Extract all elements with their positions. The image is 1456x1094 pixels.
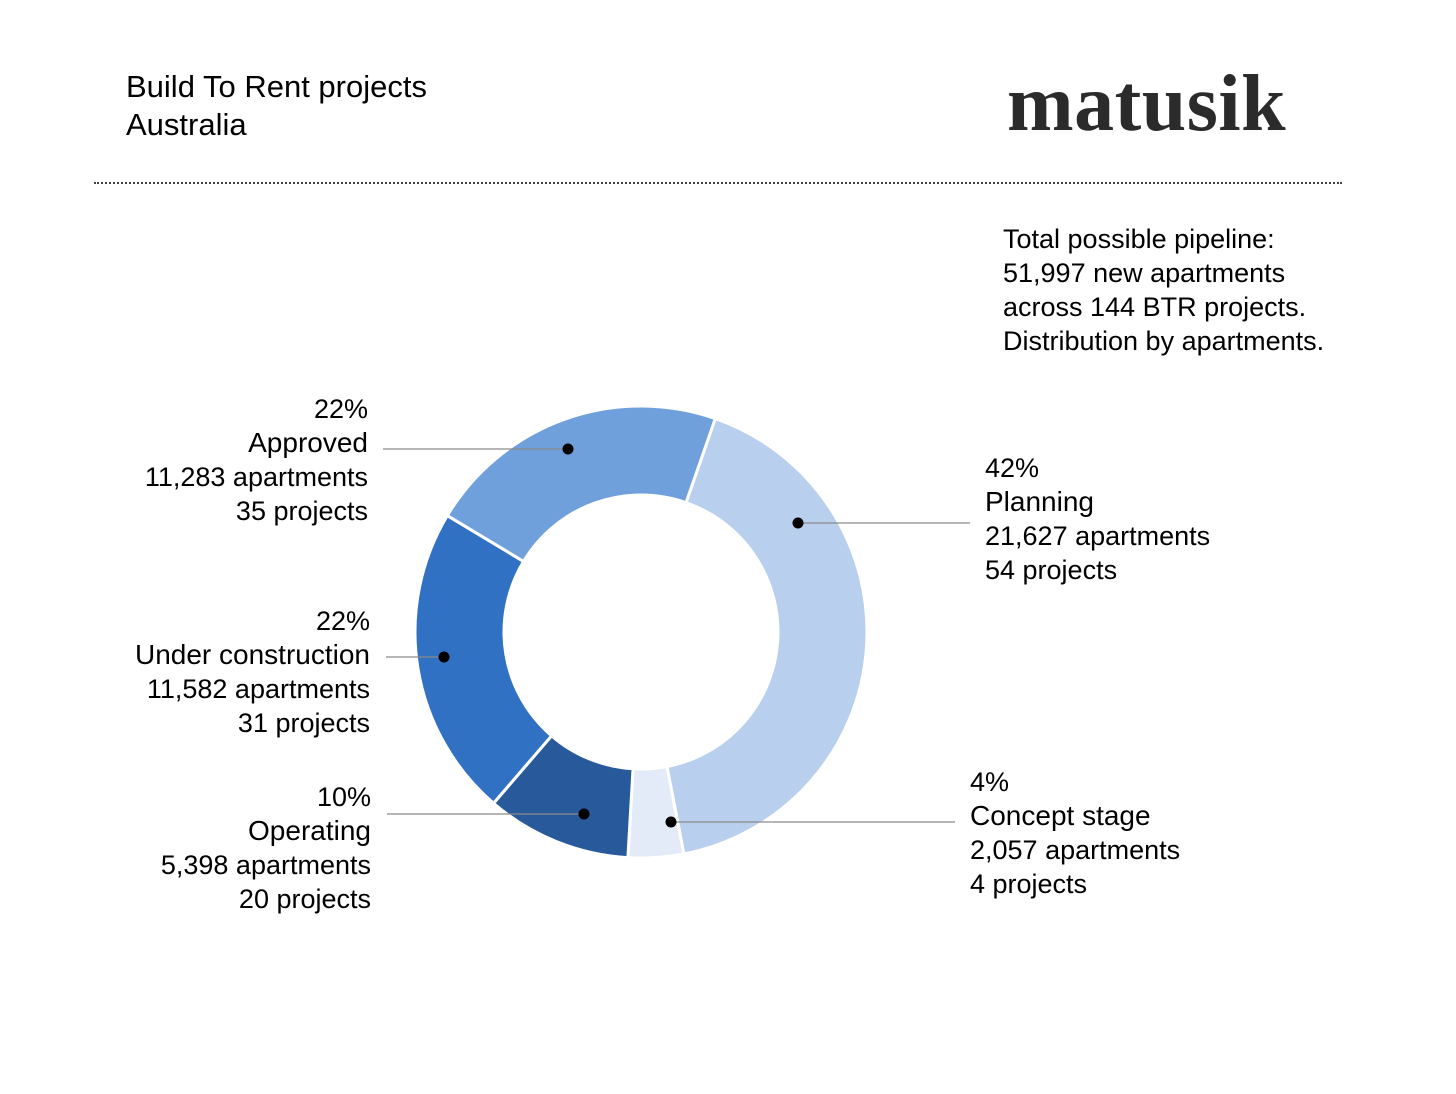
category-label: Under construction bbox=[134, 639, 370, 670]
leader-dot-approved bbox=[562, 443, 574, 455]
pipeline-note: Total possible pipeline: 51,997 new apar… bbox=[1003, 222, 1324, 358]
apartments-label: 11,582 apartments bbox=[146, 674, 370, 704]
leader-dot-planning bbox=[792, 517, 804, 529]
header-divider bbox=[94, 182, 1342, 184]
projects-label: 20 projects bbox=[238, 884, 371, 914]
leader-dot-operating bbox=[578, 808, 590, 820]
chart-title: Build To Rent projects bbox=[126, 69, 427, 104]
projects-label: 54 projects bbox=[985, 555, 1118, 585]
percent-label: 42% bbox=[985, 453, 1040, 483]
category-label: Operating bbox=[248, 815, 371, 846]
label-under-construction: 22% Under construction 11,582 apartments… bbox=[135, 604, 370, 740]
apartments-label: 2,057 apartments bbox=[970, 835, 1181, 865]
pipeline-note-line: 51,997 new apartments bbox=[1003, 258, 1286, 288]
percent-label: 22% bbox=[315, 606, 370, 636]
label-approved: 22% Approved 11,283 apartments 35 projec… bbox=[145, 392, 368, 528]
label-planning: 42% Planning 21,627 apartments 54 projec… bbox=[985, 451, 1210, 587]
matusik-logo: matusik bbox=[1007, 60, 1287, 148]
pipeline-note-line: Total possible pipeline: bbox=[1003, 224, 1275, 254]
apartments-label: 11,283 apartments bbox=[144, 462, 368, 492]
label-concept-stage: 4% Concept stage 2,057 apartments 4 proj… bbox=[970, 765, 1180, 901]
leader-dot-under-construction bbox=[438, 651, 450, 663]
pipeline-note-line: across 144 BTR projects. bbox=[1003, 292, 1307, 322]
apartments-label: 21,627 apartments bbox=[985, 521, 1211, 551]
donut-slice-under-construction bbox=[413, 513, 554, 806]
projects-label: 35 projects bbox=[235, 496, 368, 526]
projects-label: 4 projects bbox=[970, 869, 1088, 899]
category-label: Planning bbox=[985, 486, 1094, 517]
percent-label: 4% bbox=[970, 767, 1010, 797]
donut-slice-approved bbox=[445, 404, 718, 564]
chart-subtitle: Australia bbox=[126, 107, 247, 142]
category-label: Concept stage bbox=[970, 800, 1151, 831]
leader-dot-concept-stage bbox=[665, 816, 677, 828]
category-label: Approved bbox=[248, 427, 368, 458]
percent-label: 22% bbox=[313, 394, 368, 424]
apartments-label: 5,398 apartments bbox=[160, 850, 371, 880]
projects-label: 31 projects bbox=[237, 708, 370, 738]
pipeline-note-line: Distribution by apartments. bbox=[1003, 326, 1325, 356]
label-operating: 10% Operating 5,398 apartments 20 projec… bbox=[161, 780, 371, 916]
percent-label: 10% bbox=[316, 782, 371, 812]
donut-slice-planning bbox=[665, 416, 869, 856]
